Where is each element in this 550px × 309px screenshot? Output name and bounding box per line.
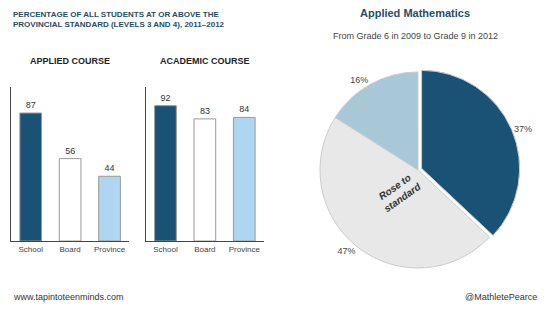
svg-text:Rose tostandard: Rose tostandard (374, 170, 423, 214)
svg-text:APPLIED COURSE: APPLIED COURSE (30, 56, 110, 66)
svg-text:Board: Board (194, 245, 215, 254)
svg-text:47%: 47% (337, 246, 355, 256)
svg-text:Province: Province (229, 245, 261, 254)
svg-text:56: 56 (65, 146, 75, 156)
svg-text:School: School (153, 245, 178, 254)
svg-text:From Grade 6 in 2009 to Grade: From Grade 6 in 2009 to Grade 9 in 2012 (333, 31, 498, 41)
svg-text:92: 92 (160, 93, 170, 103)
svg-text:PERCENTAGE OF ALL STUDENTS AT: PERCENTAGE OF ALL STUDENTS AT OR ABOVE T… (13, 10, 225, 29)
svg-text:Applied Mathematics: Applied Mathematics (360, 7, 470, 19)
svg-text:37%: 37% (514, 124, 532, 134)
svg-text:Province: Province (94, 245, 126, 254)
svg-text:44: 44 (105, 163, 115, 173)
svg-text:School: School (18, 245, 43, 254)
svg-text:87: 87 (26, 100, 36, 110)
svg-text:84: 84 (239, 104, 249, 114)
svg-text:@MathletePearce: @MathletePearce (465, 292, 537, 302)
svg-text:ACADEMIC COURSE: ACADEMIC COURSE (160, 56, 250, 66)
svg-text:www.tapintoteenminds.com: www.tapintoteenminds.com (13, 292, 124, 302)
svg-text:83: 83 (200, 106, 210, 116)
svg-text:Board: Board (59, 245, 80, 254)
svg-text:16%: 16% (350, 75, 368, 85)
